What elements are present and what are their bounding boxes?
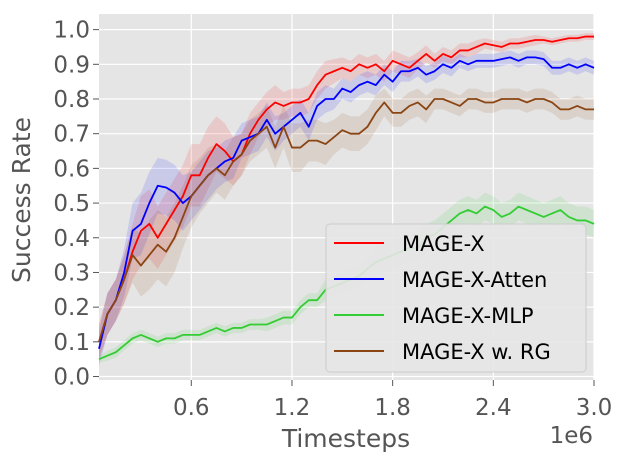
legend-box xyxy=(325,223,587,373)
y-tick-label: 1.0 xyxy=(53,18,90,44)
y-tick-label: 0.1 xyxy=(53,330,90,356)
x-axis-label: Timesteps xyxy=(281,424,410,453)
confidence-band-0 xyxy=(99,33,594,360)
x-axis-ticks: 0.6 1.2 1.8 2.4 3.0 xyxy=(173,380,612,421)
legend-label-1: MAGE-X-Atten xyxy=(402,268,547,292)
x-tick-label: 2.4 xyxy=(475,395,512,421)
legend-label-3: MAGE-X w. RG xyxy=(402,340,551,364)
y-tick-label: 0.9 xyxy=(53,52,90,78)
confidence-band-3 xyxy=(99,88,594,360)
x-axis-offset-label: 1e6 xyxy=(550,423,593,449)
y-tick-label: 0.6 xyxy=(53,156,90,182)
series-line-0 xyxy=(98,35,594,343)
legend: MAGE-X MAGE-X-Atten MAGE-X-MLP MAGE-X w. RG xyxy=(325,223,587,373)
x-tick-label: 1.2 xyxy=(274,395,311,421)
x-tick-label: 3.0 xyxy=(576,395,613,421)
y-axis-label: Success Rate xyxy=(7,117,36,283)
y-axis-ticks: 0.0 0.1 0.2 0.3 0.4 0.5 0.6 0.7 0.8 0.9 1.0 xyxy=(53,18,99,391)
series-line-1 xyxy=(98,56,595,349)
y-tick-label: 0.2 xyxy=(53,295,90,321)
legend-label-0: MAGE-X xyxy=(402,232,485,256)
y-tick-label: 0.4 xyxy=(53,226,90,252)
x-tick-label: 1.8 xyxy=(374,395,411,421)
y-tick-label: 0.8 xyxy=(53,87,90,113)
legend-label-2: MAGE-X-MLP xyxy=(402,304,534,328)
y-tick-label: 0.7 xyxy=(53,122,90,148)
series-line-3 xyxy=(98,98,594,343)
confidence-band-1 xyxy=(99,50,594,367)
y-tick-label: 0.3 xyxy=(53,260,90,286)
y-tick-label: 0.5 xyxy=(53,191,90,217)
y-tick-label: 0.0 xyxy=(53,365,90,391)
x-tick-label: 0.6 xyxy=(173,395,210,421)
